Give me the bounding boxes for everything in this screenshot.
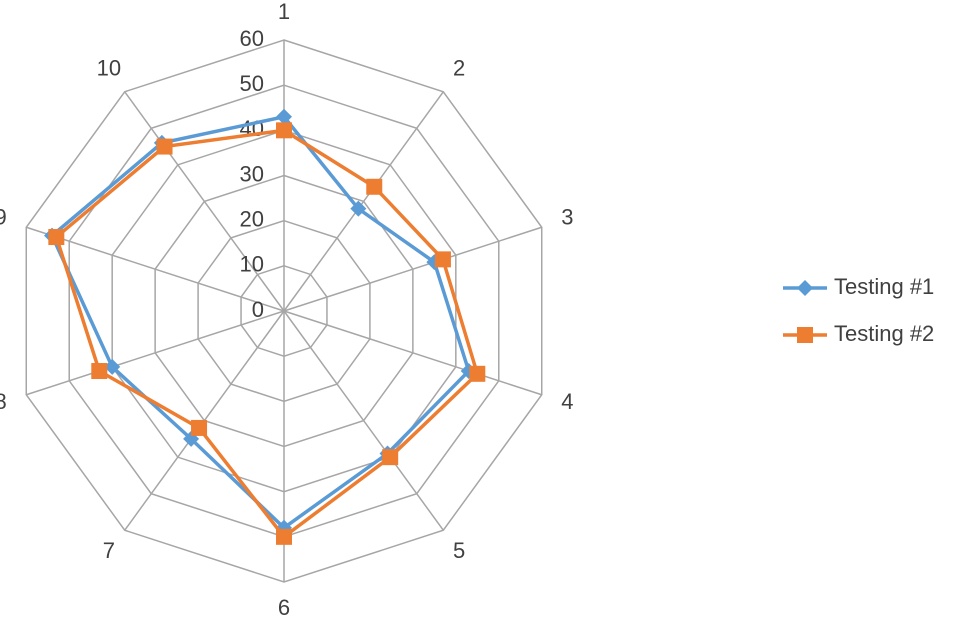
spoke bbox=[124, 91, 285, 312]
data-point bbox=[91, 363, 108, 380]
category-label: 6 bbox=[278, 595, 290, 620]
data-point bbox=[366, 178, 383, 195]
spoke bbox=[283, 310, 444, 531]
category-label: 4 bbox=[561, 389, 573, 414]
data-point bbox=[382, 449, 399, 466]
legend-marker bbox=[797, 280, 813, 296]
spoke bbox=[26, 226, 285, 312]
r-tick-label: 50 bbox=[240, 71, 264, 96]
r-tick-label: 60 bbox=[240, 26, 264, 51]
spoke bbox=[26, 310, 285, 396]
legend-label: Testing #1 bbox=[834, 274, 934, 299]
data-point bbox=[156, 138, 173, 155]
category-label: 7 bbox=[103, 538, 115, 563]
data-point bbox=[276, 528, 292, 545]
legend-marker bbox=[797, 327, 813, 343]
r-tick-label: 20 bbox=[240, 206, 264, 231]
category-label: 9 bbox=[0, 205, 7, 230]
data-point bbox=[469, 365, 486, 382]
r-tick-label: 30 bbox=[240, 161, 264, 186]
category-label: 1 bbox=[278, 0, 290, 24]
category-label: 5 bbox=[453, 538, 465, 563]
r-tick-label: 10 bbox=[240, 252, 264, 277]
data-point bbox=[434, 251, 451, 268]
category-label: 8 bbox=[0, 389, 7, 414]
spoke bbox=[283, 226, 542, 312]
data-point bbox=[276, 108, 292, 125]
data-point bbox=[48, 229, 65, 246]
data-point bbox=[276, 122, 292, 139]
data-point bbox=[350, 200, 367, 217]
spoke bbox=[283, 310, 542, 396]
r-tick-label: 0 bbox=[252, 297, 264, 322]
data-point bbox=[104, 358, 121, 375]
category-label: 3 bbox=[561, 205, 573, 230]
legend-label: Testing #2 bbox=[834, 321, 934, 346]
spoke bbox=[283, 91, 444, 312]
data-point bbox=[191, 419, 208, 436]
category-label: 2 bbox=[453, 56, 465, 81]
category-label: 10 bbox=[97, 56, 121, 81]
